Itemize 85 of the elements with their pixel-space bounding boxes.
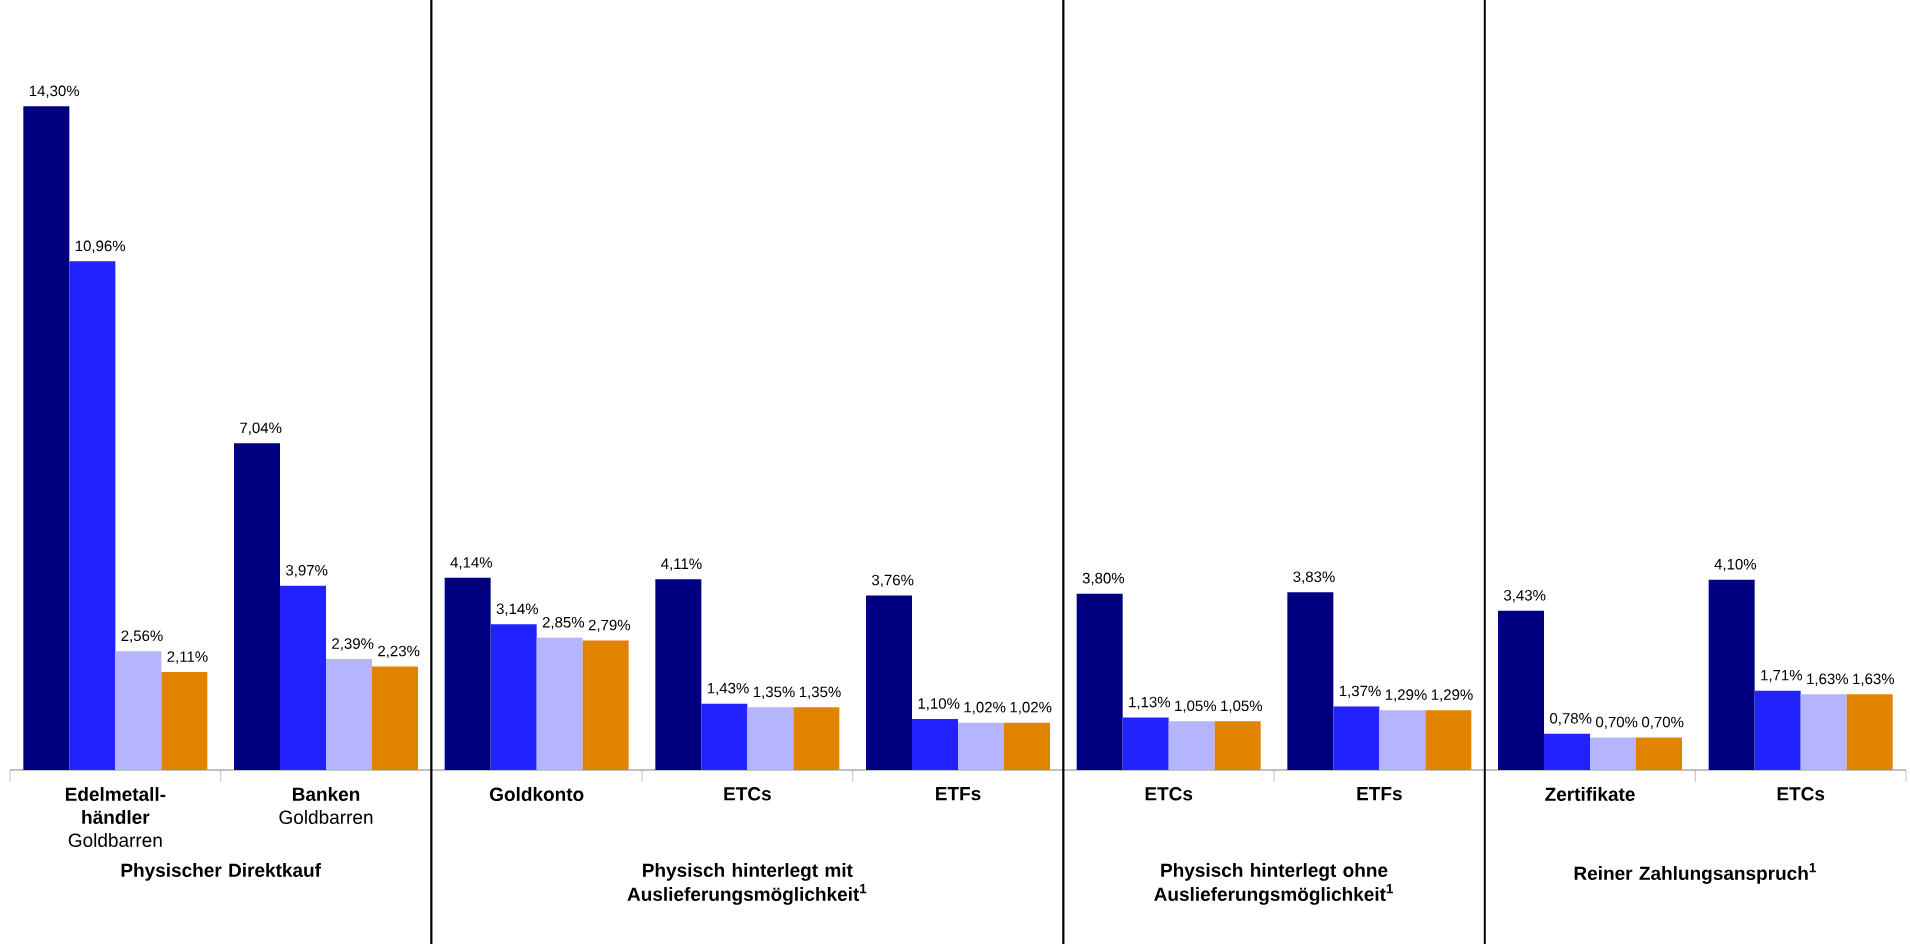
- data-label: 2,39%: [332, 638, 374, 651]
- data-label: 0,70%: [1596, 716, 1638, 730]
- bar: [1846, 694, 1893, 770]
- text: Physischer Direktkauf: [121, 863, 322, 881]
- bar: [1708, 579, 1755, 770]
- bar: [326, 659, 373, 770]
- bar: [1636, 737, 1683, 770]
- bar: [655, 579, 702, 770]
- bar: [1004, 722, 1051, 770]
- data-label: 4,10%: [1714, 558, 1757, 572]
- bar: [23, 106, 70, 770]
- bar: [372, 666, 419, 770]
- data-label: 1,02%: [1010, 701, 1052, 715]
- x-tick-label: ETCs: [1777, 787, 1825, 801]
- bar: [958, 722, 1005, 770]
- bar: [490, 624, 537, 770]
- data-label: 1,43%: [707, 682, 749, 696]
- data-label: 2,85%: [542, 616, 585, 630]
- bar: [701, 703, 748, 770]
- bar: [747, 707, 794, 770]
- bar: [1544, 733, 1591, 770]
- bar: [1754, 690, 1801, 770]
- bar: [1122, 717, 1169, 770]
- x-tick-label: ETCs: [724, 787, 771, 801]
- bar: [1287, 592, 1334, 770]
- data-label: 1,29%: [1385, 689, 1427, 702]
- data-label: 1,35%: [753, 686, 795, 699]
- data-label: 3,97%: [285, 564, 328, 578]
- data-label: 2,79%: [588, 619, 631, 633]
- bar: [1379, 710, 1426, 770]
- data-label: 1,29%: [1431, 689, 1473, 702]
- bar: [444, 577, 491, 770]
- data-label: 3,43%: [1503, 590, 1546, 603]
- data-label: 2,23%: [378, 645, 420, 659]
- bar: [582, 640, 629, 770]
- data-label: 3,83%: [1293, 571, 1335, 584]
- x-tick-label: ETFs: [936, 787, 981, 801]
- data-label: 4,11%: [661, 558, 702, 571]
- data-label: 3,80%: [1082, 572, 1125, 586]
- bar: [1076, 593, 1123, 770]
- x-tick-label: Goldkonto: [489, 787, 584, 802]
- data-label: 0,70%: [1642, 716, 1684, 730]
- bar: [1425, 710, 1472, 770]
- bar: [69, 261, 116, 770]
- bar: [115, 651, 162, 770]
- bar: [866, 595, 913, 770]
- data-label: 1,02%: [964, 701, 1006, 715]
- bar: [536, 637, 583, 770]
- text: Physisch hinterlegt ohne Auslieferungsmöglichkeit$^{1}$: [1154, 863, 1393, 905]
- bar: [1590, 737, 1637, 770]
- data-label: 3,76%: [871, 574, 914, 588]
- data-label: 4,14%: [450, 557, 493, 570]
- text: Physisch hinterlegt mit Auslieferungsmöglichkeit$^{1}$: [627, 863, 867, 905]
- data-label: 1,10%: [918, 698, 960, 711]
- data-label: 7,04%: [240, 422, 282, 435]
- data-label: 1,35%: [799, 686, 841, 699]
- bar: [234, 443, 281, 770]
- bar: [1214, 721, 1261, 770]
- data-label: 0,78%: [1550, 713, 1592, 726]
- bar: [1333, 706, 1380, 770]
- data-label: 1,71%: [1761, 669, 1803, 683]
- x-tick-label: Banken Goldbarren: [279, 787, 373, 825]
- data-label: 2,56%: [121, 630, 163, 643]
- x-tick-label: ETFs: [1357, 787, 1402, 801]
- data-label: 1,63%: [1853, 673, 1895, 686]
- bar: [1800, 694, 1847, 770]
- data-label: 1,37%: [1339, 685, 1381, 699]
- x-tick-label: Zertifikate: [1545, 787, 1635, 802]
- bar: [1498, 610, 1545, 770]
- text: Reiner Zahlungsanspruch$^{1}$: [1574, 863, 1816, 884]
- data-label: 1,05%: [1175, 700, 1217, 713]
- x-tick-label: ETCs: [1145, 787, 1193, 801]
- data-label: 1,05%: [1221, 700, 1263, 713]
- bar: [280, 585, 327, 770]
- bar: [161, 672, 208, 770]
- bar: [1168, 721, 1215, 770]
- data-label: 3,14%: [496, 603, 539, 616]
- data-label: 1,63%: [1807, 673, 1849, 686]
- data-label: 1,13%: [1129, 696, 1171, 710]
- bar: [793, 707, 840, 770]
- data-label: 2,11%: [167, 651, 208, 664]
- data-label: 10,96%: [75, 240, 126, 253]
- bar: [912, 718, 959, 770]
- x-tick-label: Edelmetall-händler Goldbarren: [65, 787, 166, 848]
- data-label: 14,30%: [29, 85, 80, 98]
